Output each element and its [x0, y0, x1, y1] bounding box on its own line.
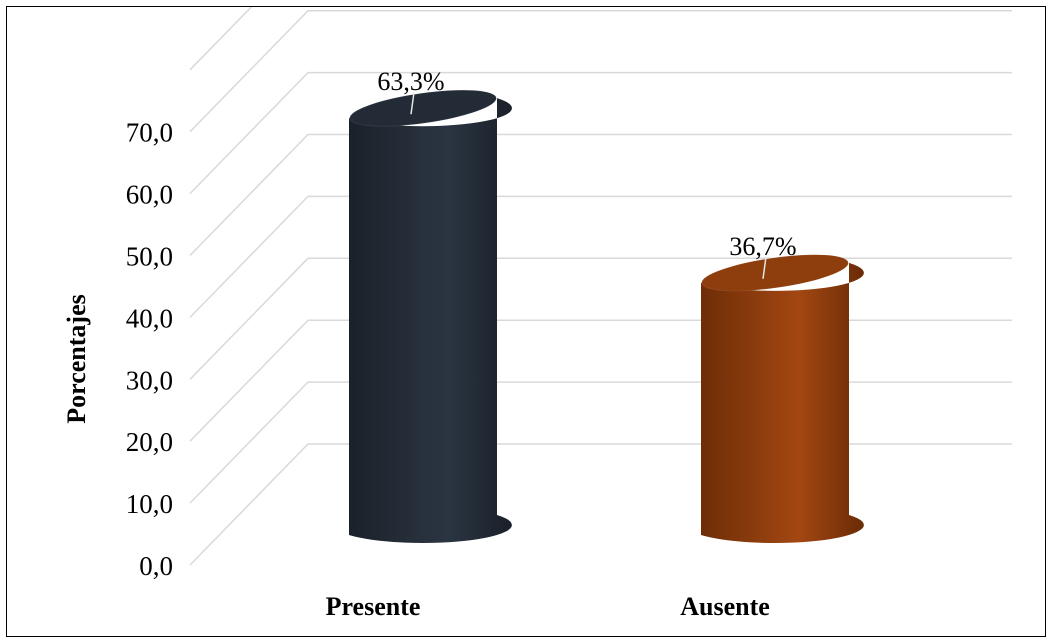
y-tick-label: 50,0: [126, 242, 173, 272]
bar-top: [349, 89, 497, 127]
bars: [349, 89, 864, 544]
category-label: Ausente: [680, 592, 770, 621]
data-label-leader: [762, 256, 767, 279]
gridlines: [189, 7, 1012, 566]
y-tick-label: 10,0: [126, 489, 173, 519]
gridline: [189, 319, 1012, 442]
x-axis-categories: Presente Ausente: [326, 592, 770, 621]
data-label: 36,7%: [729, 232, 796, 261]
bar-presente: [349, 89, 512, 544]
y-tick-label: 20,0: [126, 427, 173, 457]
y-tick-label: 30,0: [126, 365, 173, 395]
gridline: [189, 71, 1012, 195]
gridline: [189, 7, 253, 71]
chart-plot: 0,0 10,0 20,0 30,0 40,0 50,0 60,0 70,0 63,3% 36,…: [62, 7, 1012, 621]
bar-body: [701, 262, 864, 544]
gridline: [189, 381, 1012, 504]
y-axis-ticks: 0,0 10,0 20,0 30,0 40,0 50,0 60,0 70,0: [126, 118, 173, 581]
gridline: [189, 443, 1012, 566]
gridline: [189, 257, 1012, 380]
gridline: [189, 195, 1012, 318]
y-tick-label: 70,0: [126, 118, 173, 148]
chart-frame: 0,0 10,0 20,0 30,0 40,0 50,0 60,0 70,0 63,3% 36,…: [6, 6, 1046, 637]
bar-ausente: [701, 254, 864, 544]
y-tick-label: 60,0: [126, 180, 173, 210]
gridline: [189, 9, 1012, 133]
y-tick-label: 0,0: [139, 551, 173, 581]
bar-body: [349, 98, 512, 544]
y-tick-label: 40,0: [126, 303, 173, 333]
data-label-leader: [410, 92, 415, 115]
bar-top: [701, 254, 849, 292]
category-label: Presente: [326, 592, 421, 621]
data-label: 63,3%: [377, 67, 444, 96]
y-axis-label: Porcentajes: [62, 294, 91, 423]
data-labels: 63,3% 36,7%: [377, 67, 797, 279]
gridline: [189, 133, 1012, 257]
